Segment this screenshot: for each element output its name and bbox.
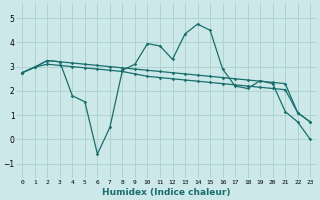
- X-axis label: Humidex (Indice chaleur): Humidex (Indice chaleur): [102, 188, 230, 197]
